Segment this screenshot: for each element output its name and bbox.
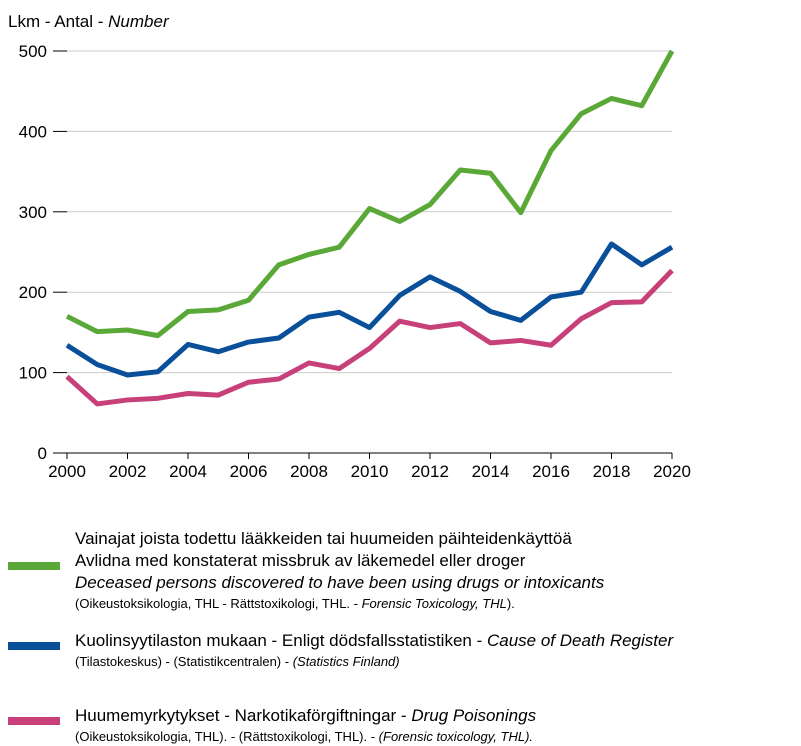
legend-text-part: Huumemyrkytykset - Narkotikaförgiftninga…	[75, 706, 411, 725]
x-tick-label: 2004	[169, 462, 207, 481]
legend-text-part: Drug Poisonings	[411, 706, 536, 725]
legend-text: Avlidna med konstaterat missbruk av läke…	[75, 551, 526, 570]
x-tick-label: 2016	[532, 462, 570, 481]
y-tick-label: 500	[19, 42, 47, 61]
legend-text: Vainajat joista todettu lääkkeiden tai h…	[75, 529, 572, 548]
legend-text-part: (Oikeustoksikologia, THL - Rättstoxikolo…	[75, 596, 362, 611]
series-line	[65, 241, 674, 378]
legend-text: (Oikeustoksikologia, THL). - (Rättstoxik…	[75, 729, 533, 744]
y-axis-label-part: Lkm - Antal -	[8, 12, 108, 31]
legend-text: Huumemyrkytykset - Narkotikaförgiftninga…	[75, 706, 537, 725]
y-axis-label: Lkm - Antal - Number	[8, 12, 170, 31]
y-tick-label: 200	[19, 283, 47, 302]
x-tick-label: 2010	[351, 462, 389, 481]
legend-text-part: Forensic Toxicology, THL	[362, 596, 507, 611]
x-tick-label: 2000	[48, 462, 86, 481]
legend-text-part: ).	[507, 596, 515, 611]
y-axis-label-part: Number	[108, 12, 170, 31]
y-tick-label: 300	[19, 203, 47, 222]
x-tick-label: 2002	[109, 462, 147, 481]
legend-text: (Oikeustoksikologia, THL - Rättstoxikolo…	[75, 596, 515, 611]
legend-text-part: Kuolinsyytilaston mukaan - Enligt dödsfa…	[75, 631, 487, 650]
legend-text-part: Cause of Death Register	[487, 631, 674, 650]
legend-text-part: (Statistics Finland)	[293, 654, 400, 669]
x-tick-label: 2012	[411, 462, 449, 481]
y-tick-label: 400	[19, 122, 47, 141]
y-tick-label: 100	[19, 364, 47, 383]
legend-text: (Tilastokeskus) - (Statistikcentralen) -…	[75, 654, 400, 669]
legend-text: Deceased persons discovered to have been…	[75, 573, 605, 592]
legend-text: Kuolinsyytilaston mukaan - Enligt dödsfa…	[75, 631, 674, 650]
legend-text-part: Avlidna med konstaterat missbruk av läke…	[75, 551, 526, 570]
x-tick-label: 2018	[593, 462, 631, 481]
x-tick-label: 2006	[230, 462, 268, 481]
legend-text-part: (Oikeustoksikologia, THL). - (Rättstoxik…	[75, 729, 379, 744]
series-line	[65, 49, 675, 339]
y-tick-label: 0	[38, 444, 47, 463]
x-tick-label: 2008	[290, 462, 328, 481]
legend-text-part: (Tilastokeskus) - (Statistikcentralen) -	[75, 654, 293, 669]
legend-text-part: Vainajat joista todettu lääkkeiden tai h…	[75, 529, 572, 548]
legend-text-part: (Forensic toxicology, THL).	[379, 729, 533, 744]
legend-text-part: Deceased persons discovered to have been…	[75, 573, 605, 592]
x-tick-label: 2020	[653, 462, 691, 481]
x-tick-label: 2014	[472, 462, 510, 481]
series-line	[65, 268, 674, 407]
